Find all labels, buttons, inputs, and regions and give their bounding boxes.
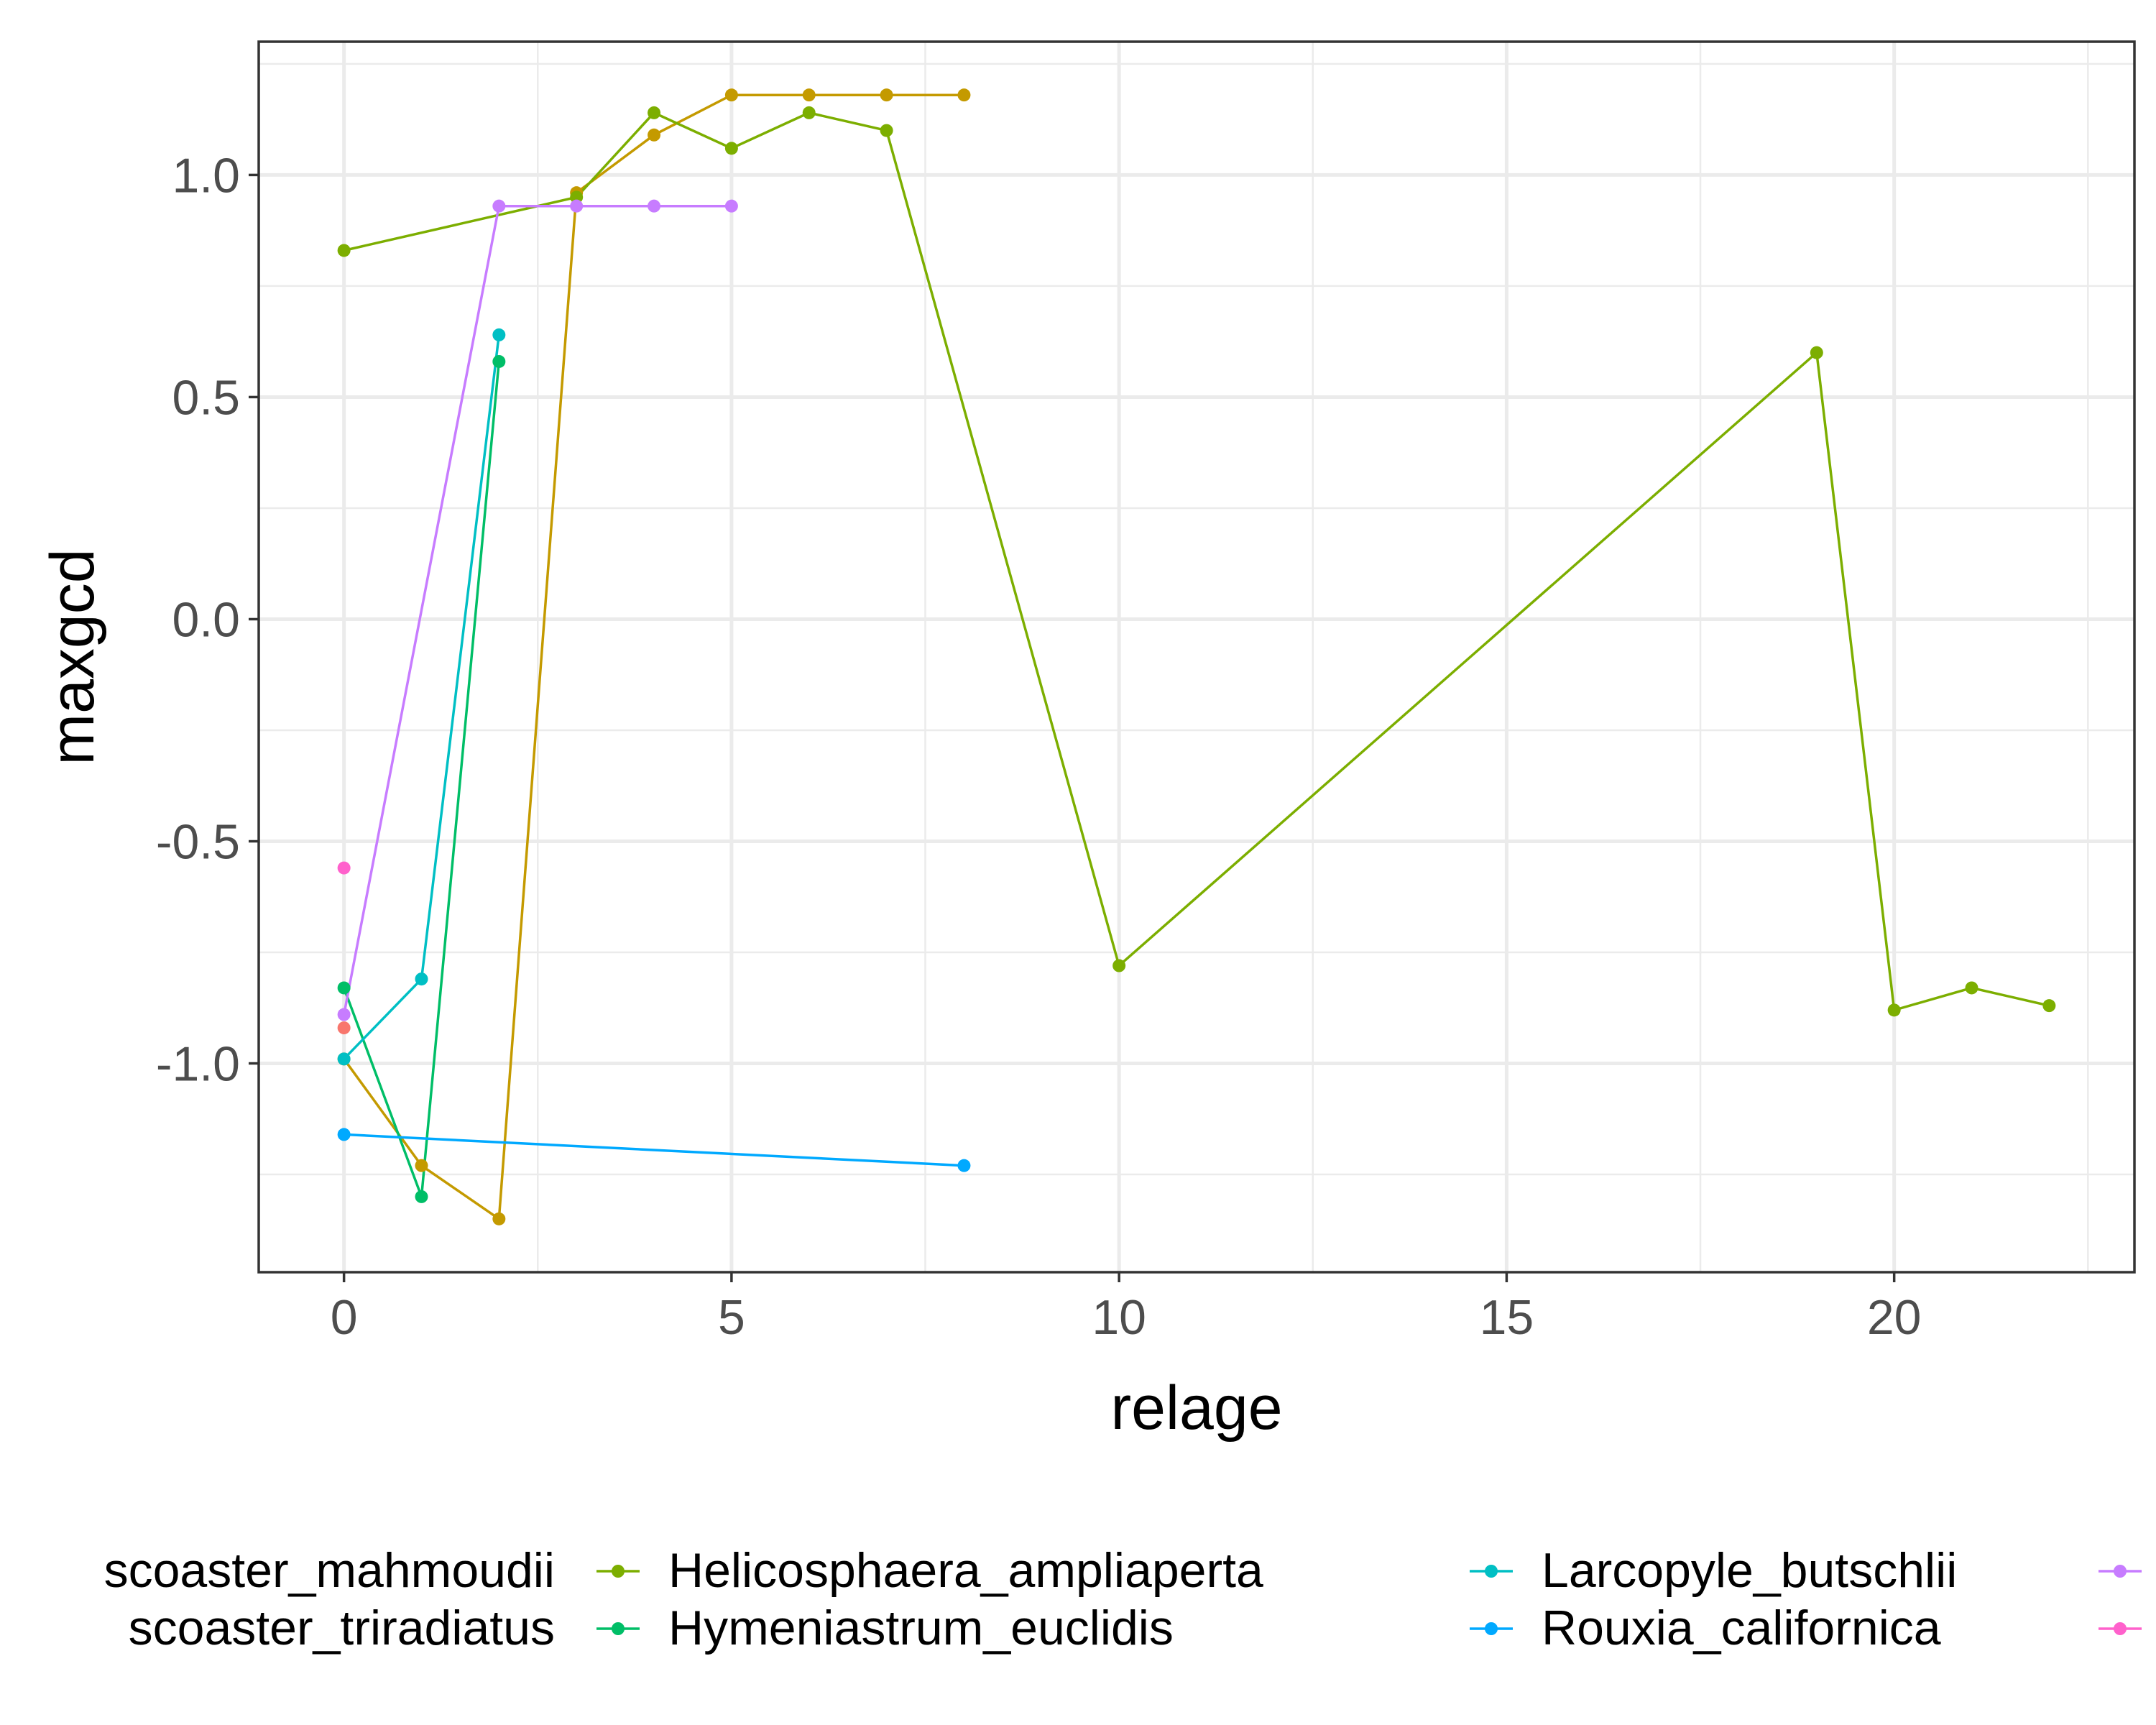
data-point-Discoaster_triradiatus: [492, 1212, 506, 1225]
data-point-Discoaster_triradiatus: [415, 1159, 428, 1172]
data-point-Helicosphaera_ampliaperta: [1810, 346, 1823, 359]
data-point-series_purple: [648, 199, 661, 213]
data-point-Larcopyle_butschlii: [492, 328, 506, 341]
y-axis-ticks: -1.0 -0.5 0.0 0.5 1.0: [156, 148, 259, 1092]
legend-label: Hymeniastrum_euclidis: [668, 1601, 1174, 1655]
y-tick-label: 0.5: [172, 370, 240, 425]
x-tick-label: 10: [1092, 1290, 1146, 1345]
data-point-Discoaster_triradiatus: [957, 88, 971, 102]
legend-label: scoaster_triradiatus: [129, 1601, 555, 1655]
data-point-Helicosphaera_ampliaperta: [880, 124, 893, 137]
legend-label: Larcopyle_butschlii: [1542, 1543, 1957, 1598]
data-point-Discoaster_triradiatus: [880, 88, 893, 102]
x-tick-label: 20: [1867, 1290, 1922, 1345]
data-point-Rouxia_californica: [337, 1128, 351, 1141]
legend-item-Discoaster_triradiatus: scoaster_triradiatus: [129, 1601, 555, 1655]
data-point-Discoaster_triradiatus: [724, 88, 738, 102]
series-line-Rouxia_californica: [344, 1133, 964, 1167]
data-point-Larcopyle_butschlii: [415, 972, 428, 986]
legend-label: Rouxia_californica: [1542, 1601, 1941, 1655]
data-point-Discoaster_triradiatus: [802, 88, 816, 102]
data-point-Helicosphaera_ampliaperta: [802, 106, 816, 119]
legend-item-Rouxia_californica: Rouxia_californica: [1470, 1601, 1941, 1655]
legend-item-series_pink: [2099, 1622, 2142, 1635]
data-point-series_purple: [492, 199, 506, 213]
series-line-Discoaster_triradiatus: [343, 93, 964, 1221]
data-point-Larcopyle_butschlii: [337, 1052, 351, 1066]
data-point-Helicosphaera_ampliaperta: [337, 244, 351, 257]
data-point-Helicosphaera_ampliaperta: [1887, 1003, 1901, 1017]
plot-panel-border: [257, 40, 2136, 1274]
legend-key-point: [1485, 1565, 1498, 1578]
data-point-Helicosphaera_ampliaperta: [724, 142, 738, 155]
data-point-Discoaster_triradiatus: [648, 128, 661, 142]
y-axis-title: maxgcd: [38, 548, 107, 765]
data-point-Hymeniastrum_euclidis: [337, 981, 351, 995]
series-line-Larcopyle_butschlii: [343, 334, 501, 1060]
data-point-series_purple: [724, 199, 738, 213]
y-tick-label: 0.0: [172, 592, 240, 647]
y-tick-label: 1.0: [172, 148, 240, 203]
data-point-Helicosphaera_ampliaperta: [570, 190, 584, 204]
minor-gridlines: [259, 42, 2134, 1272]
x-axis-title: relage: [1110, 1374, 1282, 1443]
legend-key-point: [2114, 1565, 2127, 1578]
series-points: [337, 88, 2056, 1225]
x-tick-label: 5: [718, 1290, 745, 1345]
series-lines: [342, 93, 2050, 1221]
legend-item-Helicosphaera_ampliaperta: Helicosphaera_ampliaperta: [596, 1543, 1263, 1598]
data-point-Discoaster_mahmoudii: [337, 1021, 351, 1035]
data-point-Rouxia_californica: [957, 1159, 971, 1172]
data-point-series_pink: [337, 861, 351, 875]
legend-key-point: [612, 1565, 625, 1578]
legend-item-series_purple: [2099, 1565, 2142, 1578]
legend-label: Helicosphaera_ampliaperta: [668, 1543, 1263, 1598]
x-tick-label: 15: [1480, 1290, 1534, 1345]
legend-label: scoaster_mahmoudii: [104, 1543, 555, 1598]
legend-key-point: [612, 1622, 625, 1635]
x-tick-label: 0: [331, 1290, 358, 1345]
data-point-Helicosphaera_ampliaperta: [2042, 999, 2056, 1013]
data-point-Helicosphaera_ampliaperta: [648, 106, 661, 119]
data-point-Hymeniastrum_euclidis: [492, 354, 506, 368]
series-line-Hymeniastrum_euclidis: [342, 361, 501, 1197]
legend-item-Hymeniastrum_euclidis: Hymeniastrum_euclidis: [596, 1601, 1174, 1655]
legend-item-Larcopyle_butschlii: Larcopyle_butschlii: [1470, 1543, 1957, 1598]
legend-key-point: [2114, 1622, 2127, 1635]
x-axis-ticks: 0 5 10 15 20: [331, 1272, 1922, 1345]
data-point-Hymeniastrum_euclidis: [415, 1190, 428, 1203]
data-point-Helicosphaera_ampliaperta: [1112, 959, 1126, 972]
y-tick-label: -0.5: [156, 814, 240, 869]
legend-item-Discoaster_mahmoudii: scoaster_mahmoudii: [104, 1543, 555, 1598]
legend-key-point: [1485, 1622, 1498, 1635]
data-point-Helicosphaera_ampliaperta: [1965, 981, 1978, 995]
series-line-Helicosphaera_ampliaperta: [344, 111, 2050, 1012]
data-point-series_purple: [337, 1008, 351, 1021]
data-point-series_purple: [570, 199, 584, 213]
y-tick-label: -1.0: [156, 1037, 240, 1092]
